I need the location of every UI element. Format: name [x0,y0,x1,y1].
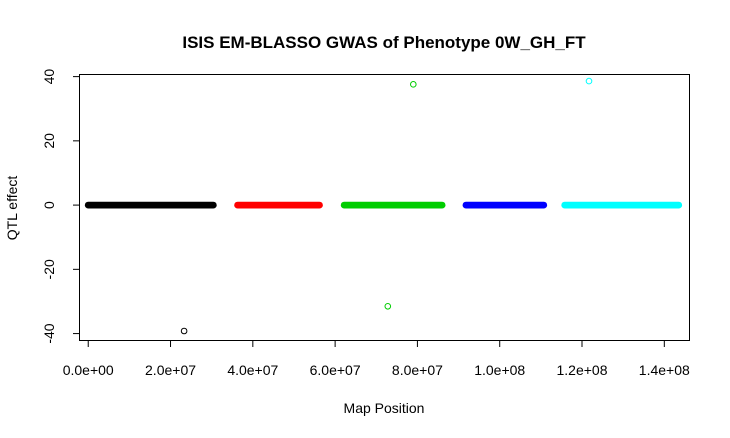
y-tick-label: -40 [41,323,57,343]
y-tick-label: 40 [41,69,57,85]
x-tick-label: 1.4e+08 [639,362,690,378]
chart-title: ISIS EM-BLASSO GWAS of Phenotype 0W_GH_F… [182,33,586,52]
y-tick-label: 20 [41,133,57,149]
x-axis-label: Map Position [344,400,425,416]
series-layer [84,77,683,335]
y-tick-label: 0 [41,201,57,209]
data-point [180,327,188,335]
series-3 [340,81,446,310]
x-tick-label: 4.0e+07 [227,362,278,378]
y-axis-label: QTL effect [4,176,20,241]
x-tick-label: 1.0e+08 [474,362,525,378]
series-5 [561,77,683,209]
series-1 [84,201,217,335]
y-tick-label: -20 [41,259,57,279]
x-tick-label: 8.0e+07 [392,362,443,378]
x-tick-label: 0.0e+00 [63,362,114,378]
data-point [384,302,392,310]
x-tick-label: 6.0e+07 [310,362,361,378]
y-axis: -40 -20 0 20 40 [41,69,80,344]
x-axis: 0.0e+00 2.0e+07 4.0e+07 6.0e+07 8.0e+07 1.0e+… [63,340,690,378]
x-tick-label: 1.2e+08 [557,362,608,378]
x-tick-label: 2.0e+07 [145,362,196,378]
data-point [585,77,593,85]
data-point [410,81,417,88]
